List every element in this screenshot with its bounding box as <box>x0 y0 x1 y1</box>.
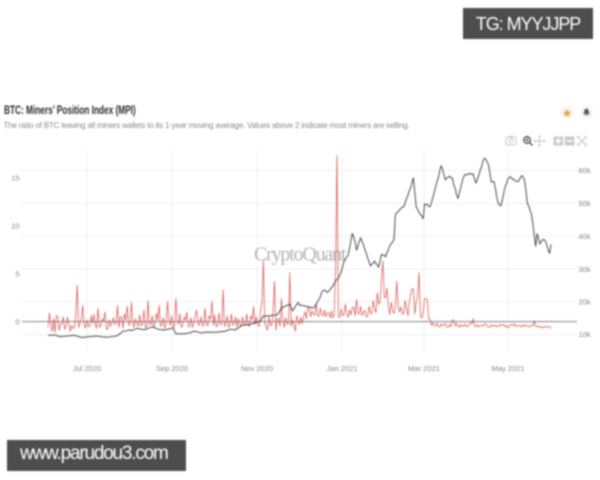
svg-text:30k: 30k <box>579 265 591 274</box>
svg-text:0: 0 <box>15 317 19 326</box>
svg-text:5: 5 <box>15 269 19 278</box>
svg-text:May 2021: May 2021 <box>492 364 525 373</box>
svg-text:40k: 40k <box>579 232 591 241</box>
svg-text:CryptoQuant: CryptoQuant <box>254 243 347 265</box>
svg-text:Nov 2020: Nov 2020 <box>241 364 273 373</box>
svg-text:20k: 20k <box>579 298 591 307</box>
svg-text:Sep 2020: Sep 2020 <box>156 364 188 373</box>
svg-text:10: 10 <box>11 221 19 230</box>
svg-text:10k: 10k <box>579 330 591 339</box>
svg-text:Jul 2020: Jul 2020 <box>73 364 101 373</box>
svg-text:60k: 60k <box>579 166 591 175</box>
svg-text:Jan 2021: Jan 2021 <box>327 364 358 373</box>
svg-text:50k: 50k <box>579 199 591 208</box>
svg-text:15: 15 <box>11 173 19 182</box>
svg-text:Mar 2021: Mar 2021 <box>408 364 440 373</box>
